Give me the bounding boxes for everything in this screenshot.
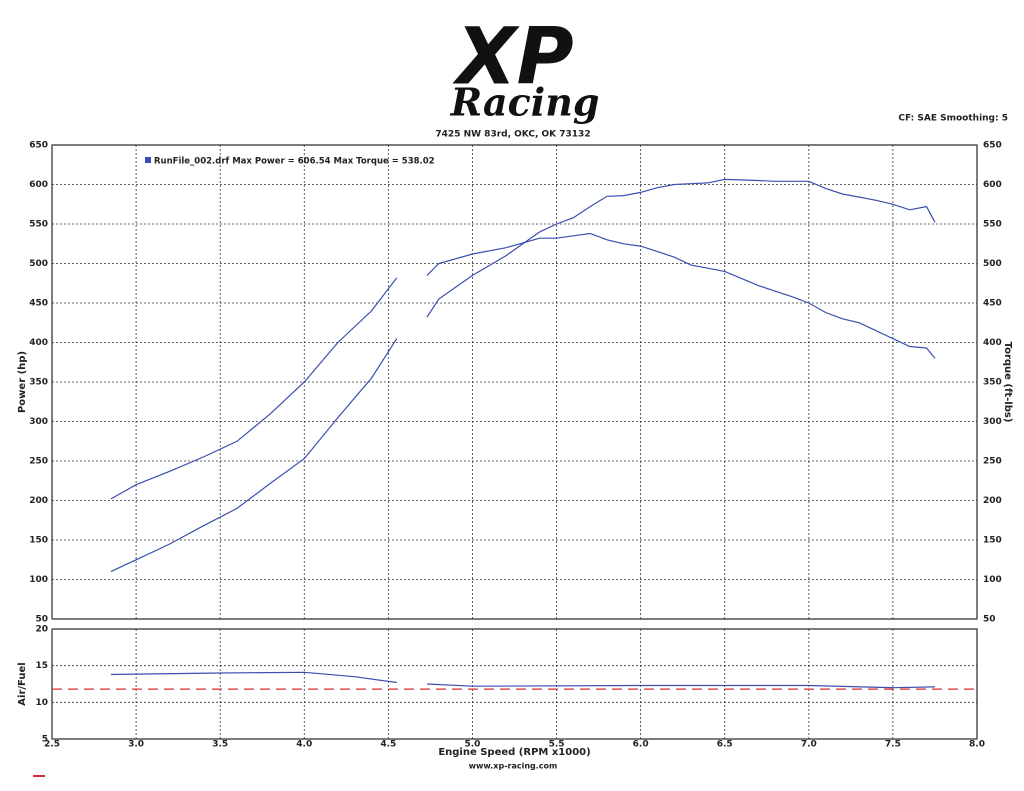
y-tick-label: 450 (29, 299, 48, 309)
y-tick-label: 200 (29, 496, 48, 506)
x-tick-label: 3.0 (128, 740, 144, 750)
legend-swatch (145, 157, 151, 163)
x-tick-label: 6.0 (633, 740, 649, 750)
x-tick-label: 5.0 (464, 740, 480, 750)
y2-tick-label: 350 (983, 378, 1002, 388)
y2-tick-label: 500 (983, 259, 1002, 269)
data-line (110, 671, 936, 689)
data-line (110, 178, 936, 573)
y2-tick-label: 550 (983, 220, 1002, 230)
x-tick-label: 7.0 (801, 740, 817, 750)
y2-tick-label: 100 (983, 575, 1002, 585)
y-tick-label: 100 (29, 575, 48, 585)
y2-tick-label: 650 (983, 141, 1002, 151)
address: 7425 NW 83rd, OKC, OK 73132 (435, 130, 590, 140)
website: www.xp-racing.com (469, 762, 558, 771)
y2-tick-label: 450 (983, 299, 1002, 309)
x-tick-label: 4.0 (296, 740, 312, 750)
y-tick-label: 250 (29, 457, 48, 467)
x-tick-label: 6.5 (717, 740, 733, 750)
plot-frame (51, 628, 978, 740)
y-axis-label: Air/Fuel (17, 662, 28, 705)
y-axis-label: Power (hp) (17, 351, 28, 413)
x-tick-label: 5.5 (549, 740, 565, 750)
y2-tick-label: 200 (983, 496, 1002, 506)
x-tick-label: 8.0 (969, 740, 985, 750)
y-tick-label: 350 (29, 378, 48, 388)
y-tick-label: 50 (35, 615, 48, 625)
x-axis-label: Engine Speed (RPM x1000) (438, 747, 590, 758)
y-tick-label: 650 (29, 141, 48, 151)
y2-tick-label: 300 (983, 417, 1002, 427)
y2-tick-label: 50 (983, 615, 996, 625)
x-tick-label: 4.5 (380, 740, 396, 750)
data-line (110, 232, 936, 500)
y2-tick-label: 250 (983, 457, 1002, 467)
legend-text: RunFile_002.drf Max Power = 606.54 Max T… (154, 157, 435, 167)
settings: CF: SAE Smoothing: 5 (898, 114, 1008, 124)
y-tick-label: 15 (35, 661, 48, 671)
y2-tick-label: 600 (983, 180, 1002, 190)
y-tick-label: 20 (35, 625, 48, 635)
y-tick-label: 300 (29, 417, 48, 427)
y-tick-label: 600 (29, 180, 48, 190)
y-tick-label: 10 (35, 698, 48, 708)
x-tick-label: 2.5 (44, 740, 60, 750)
y2-tick-label: 150 (983, 536, 1002, 546)
plot-frame (51, 144, 978, 620)
y2-axis-label: Torque (ft-lbs) (1002, 342, 1013, 423)
y-tick-label: 550 (29, 220, 48, 230)
y-tick-label: 400 (29, 338, 48, 348)
y-tick-label: 500 (29, 259, 48, 269)
x-tick-label: 7.5 (885, 740, 901, 750)
logo-script: Racing (450, 80, 600, 125)
logo-mark: XP (452, 12, 573, 102)
y-tick-label: 150 (29, 536, 48, 546)
x-tick-label: 3.5 (212, 740, 228, 750)
y2-tick-label: 400 (983, 338, 1002, 348)
y-tick-label: 5 (42, 735, 48, 745)
